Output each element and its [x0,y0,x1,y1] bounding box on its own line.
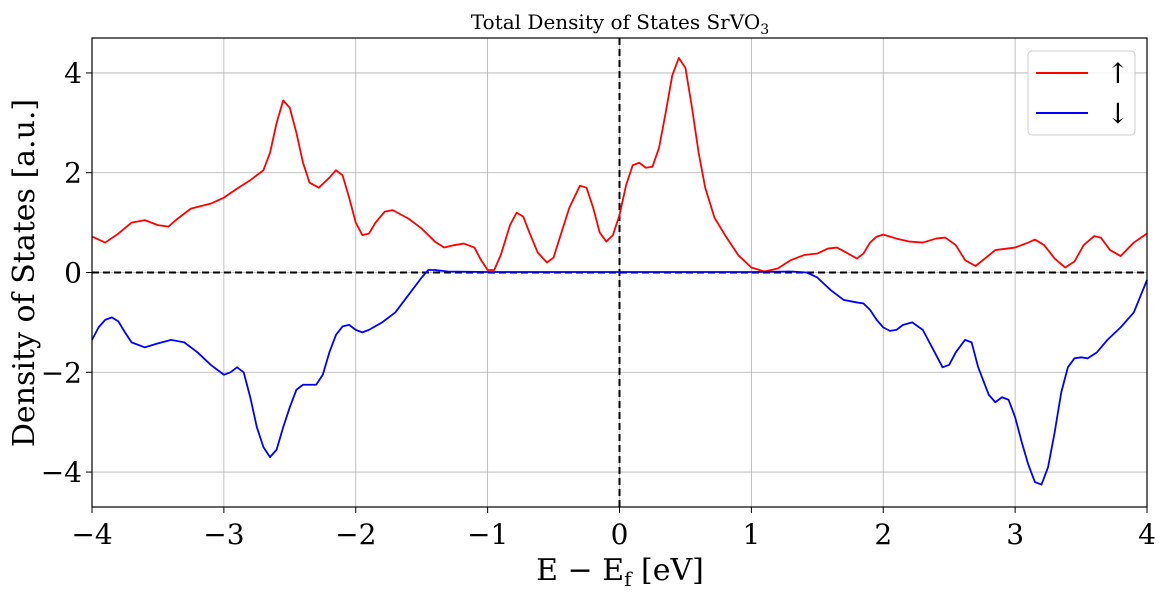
x-tick-label: 4 [1138,518,1156,551]
x-tick-label: 2 [874,518,892,551]
series-line-spin-up [91,57,1148,273]
x-tick-label: −2 [335,518,376,551]
x-axis-label-unit: [eV] [632,553,704,588]
y-tick-label: −4 [41,456,82,489]
legend: ↑↓ [1027,50,1136,136]
legend-label-spin-down: ↓ [1106,97,1129,130]
y-tick-label: 4 [64,57,82,90]
y-axis-label: Density of States [a.u.] [7,99,42,447]
chart-title: Total Density of States SrVO3 [471,10,769,38]
y-tick-label: 0 [64,257,82,290]
series-line-spin-down [91,269,1148,486]
chart-title-subscript: 3 [760,22,769,38]
legend-label-spin-up: ↑ [1106,57,1129,90]
x-tick-label: 3 [1006,518,1024,551]
series-group [91,57,1148,486]
ticks: −4 −3 −2 −1 0 1 2 3 4 −4 −2 0 2 4 [41,57,1156,551]
x-tick-label: 1 [742,518,760,551]
x-tick-label: −1 [467,518,508,551]
x-axis-label-subscript: f [624,567,633,591]
y-tick-label: 2 [64,157,82,190]
y-tick-label: −2 [41,356,82,389]
x-axis-label: E − Ef [eV] [536,553,704,591]
x-tick-label: −4 [71,518,112,551]
x-tick-label: 0 [611,518,629,551]
x-tick-label: −3 [203,518,244,551]
